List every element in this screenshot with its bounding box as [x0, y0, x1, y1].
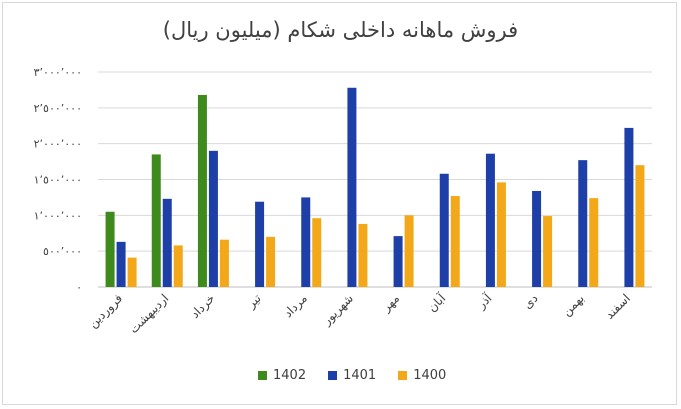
legend-item-1401: 1401 [328, 368, 376, 383]
bar-1400-9 [496, 182, 506, 287]
bar-1401-12 [624, 127, 634, 288]
bar-1402-2 [151, 154, 161, 287]
legend: 1402 1401 1400 [258, 368, 446, 383]
y-tick-label: ٥٠٠٬٠٠٠ [43, 245, 82, 258]
bar-1401-9 [485, 153, 495, 287]
bar-1401-6 [347, 87, 357, 288]
legend-item-1400: 1400 [398, 368, 446, 383]
y-tick-label: ١٬٥٠٠٬٠٠٠ [34, 174, 82, 187]
bar-1401-8 [439, 173, 449, 287]
x-tick-label: مرداد [281, 291, 311, 321]
bar-1402-1 [105, 211, 115, 287]
bar-1400-4 [266, 236, 276, 287]
legend-swatch-1402 [258, 371, 267, 380]
bar-1401-2 [162, 198, 172, 287]
x-tick-label: اسفند [602, 291, 633, 322]
bar-1401-10 [532, 190, 542, 287]
x-tick-label: بهمن [559, 291, 587, 319]
legend-swatch-1400 [398, 371, 408, 380]
bar-1400-10 [543, 216, 553, 287]
bar-1401-4 [255, 201, 265, 287]
y-tick-label: ١٬٠٠٠٬٠٠٠ [34, 209, 82, 222]
x-tick-label: شهریور [319, 291, 357, 329]
bar-1401-5 [301, 197, 311, 287]
bar-1401-7 [393, 236, 403, 287]
chart-frame [2, 2, 677, 405]
x-tick-label: آبان [424, 290, 449, 315]
chart-title: فروش ماهانه داخلی شکام (میلیون ریال) [162, 18, 519, 42]
bar-1401-11 [578, 160, 588, 287]
x-tick-label: آذر [473, 290, 496, 313]
bar-1401-1 [116, 241, 126, 287]
legend-swatch-1401 [328, 371, 338, 380]
legend-item-1402: 1402 [258, 368, 306, 383]
bar-1400-6 [358, 223, 368, 287]
x-tick-label: مهر [378, 291, 402, 315]
bar-1401-3 [208, 150, 218, 287]
bar-1400-7 [404, 215, 414, 287]
y-tick-label: ٢٬٥٠٠٬٠٠٠ [34, 102, 82, 115]
y-tick-label: ٢٬٠٠٠٬٠٠٠ [34, 138, 82, 151]
y-tick-label: ٣٬٠٠٠٬٠٠٠ [34, 66, 82, 79]
x-tick-label: خرداد [188, 291, 218, 321]
x-tick-label: تیر [243, 291, 264, 312]
bar-1400-11 [589, 198, 599, 287]
y-tick-label: ٠ [76, 281, 82, 294]
bar-1400-12 [635, 165, 645, 287]
legend-label-1402: 1402 [273, 368, 307, 383]
legend-label-1400: 1400 [413, 368, 447, 383]
bar-1400-2 [173, 245, 183, 287]
bar-1400-5 [312, 218, 322, 287]
x-tick-label: دی [520, 291, 540, 311]
bar-1400-1 [127, 257, 137, 287]
x-tick-label: فروردین [86, 291, 126, 331]
legend-label-1401: 1401 [343, 368, 377, 383]
x-tick-label: اردیبهشت [127, 291, 173, 337]
bar-1400-8 [450, 195, 460, 287]
bar-1402-3 [197, 94, 207, 287]
bar-1400-3 [219, 239, 229, 287]
